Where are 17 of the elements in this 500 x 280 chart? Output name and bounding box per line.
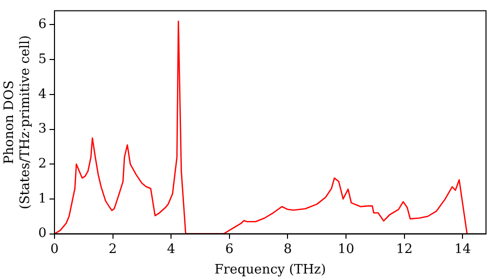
y-tick-label: 3 xyxy=(38,122,46,137)
x-tick-label: 10 xyxy=(338,242,354,257)
x-tick-label: 6 xyxy=(225,242,234,257)
x-tick-label: 0 xyxy=(50,242,59,257)
x-tick-label: 8 xyxy=(284,242,292,257)
x-tick-label: 2 xyxy=(108,242,117,257)
x-axis-title: Frequency (THz) xyxy=(214,262,326,278)
y-tick-label: 2 xyxy=(38,156,46,172)
x-tick-label: 12 xyxy=(396,242,413,257)
x-tick-label: 14 xyxy=(454,242,471,257)
x-tick-label: 4 xyxy=(166,242,176,257)
y-tick-label: 6 xyxy=(38,17,46,32)
y-tick-label: 0 xyxy=(38,226,46,242)
y-tick-label: 1 xyxy=(38,191,46,206)
y-axis-title: Phonon DOS (States/THz·primitive cell) xyxy=(2,35,33,210)
y-tick-label: 5 xyxy=(38,52,46,67)
y-tick-label: 4 xyxy=(38,86,46,102)
